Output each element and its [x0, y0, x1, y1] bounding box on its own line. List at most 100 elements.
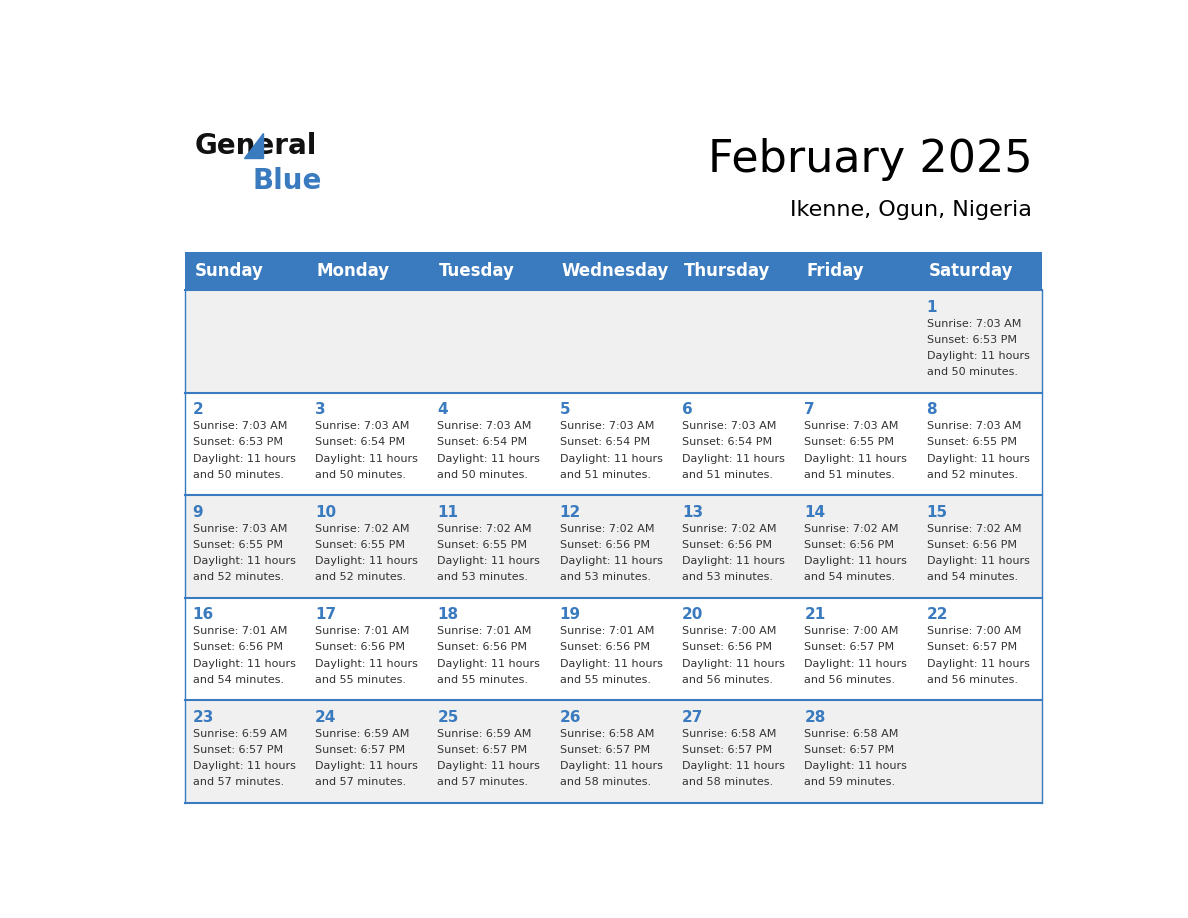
Text: and 52 minutes.: and 52 minutes.	[927, 470, 1018, 480]
Text: 8: 8	[927, 402, 937, 417]
Text: 26: 26	[560, 710, 581, 724]
Text: Sunset: 6:53 PM: Sunset: 6:53 PM	[192, 438, 283, 447]
Text: 10: 10	[315, 505, 336, 520]
Text: Daylight: 11 hours: Daylight: 11 hours	[437, 659, 541, 668]
Text: and 51 minutes.: and 51 minutes.	[560, 470, 651, 480]
Text: Sunset: 6:54 PM: Sunset: 6:54 PM	[437, 438, 527, 447]
Text: Sunrise: 7:02 AM: Sunrise: 7:02 AM	[927, 523, 1022, 533]
Text: 18: 18	[437, 607, 459, 622]
Bar	[185, 700, 1042, 803]
Text: Sunday: Sunday	[195, 262, 264, 280]
Text: Sunrise: 7:03 AM: Sunrise: 7:03 AM	[682, 421, 776, 431]
Text: and 55 minutes.: and 55 minutes.	[437, 675, 529, 685]
Text: 2: 2	[192, 402, 203, 417]
Text: Sunset: 6:57 PM: Sunset: 6:57 PM	[804, 643, 895, 653]
Text: and 51 minutes.: and 51 minutes.	[682, 470, 773, 480]
Text: Sunset: 6:53 PM: Sunset: 6:53 PM	[927, 335, 1017, 345]
Text: and 56 minutes.: and 56 minutes.	[927, 675, 1018, 685]
Text: Sunrise: 7:00 AM: Sunrise: 7:00 AM	[804, 626, 898, 636]
Text: 20: 20	[682, 607, 703, 622]
Text: 25: 25	[437, 710, 459, 724]
Text: and 51 minutes.: and 51 minutes.	[804, 470, 896, 480]
Text: and 57 minutes.: and 57 minutes.	[437, 778, 529, 788]
Text: and 53 minutes.: and 53 minutes.	[560, 573, 651, 582]
Text: 19: 19	[560, 607, 581, 622]
Text: 6: 6	[682, 402, 693, 417]
Text: Blue: Blue	[253, 167, 322, 195]
Text: Tuesday: Tuesday	[440, 262, 516, 280]
Text: Daylight: 11 hours: Daylight: 11 hours	[315, 453, 418, 464]
Text: and 52 minutes.: and 52 minutes.	[315, 573, 406, 582]
Text: Sunset: 6:56 PM: Sunset: 6:56 PM	[192, 643, 283, 653]
Text: Daylight: 11 hours: Daylight: 11 hours	[560, 556, 663, 566]
Text: February 2025: February 2025	[708, 138, 1032, 181]
Text: and 50 minutes.: and 50 minutes.	[927, 367, 1018, 377]
Text: Sunset: 6:55 PM: Sunset: 6:55 PM	[192, 540, 283, 550]
Text: Sunset: 6:57 PM: Sunset: 6:57 PM	[927, 643, 1017, 653]
Text: Daylight: 11 hours: Daylight: 11 hours	[804, 556, 908, 566]
Text: Daylight: 11 hours: Daylight: 11 hours	[927, 352, 1030, 361]
Text: Daylight: 11 hours: Daylight: 11 hours	[192, 659, 296, 668]
Text: 7: 7	[804, 402, 815, 417]
Text: and 54 minutes.: and 54 minutes.	[804, 573, 896, 582]
Text: Sunset: 6:57 PM: Sunset: 6:57 PM	[437, 744, 527, 755]
Text: Wednesday: Wednesday	[562, 262, 669, 280]
Text: 12: 12	[560, 505, 581, 520]
Text: Sunset: 6:56 PM: Sunset: 6:56 PM	[560, 643, 650, 653]
Bar	[185, 393, 1042, 496]
Text: 22: 22	[927, 607, 948, 622]
Text: Sunrise: 6:58 AM: Sunrise: 6:58 AM	[804, 729, 898, 739]
Text: and 50 minutes.: and 50 minutes.	[192, 470, 284, 480]
Text: Sunrise: 7:03 AM: Sunrise: 7:03 AM	[927, 319, 1020, 329]
Text: 4: 4	[437, 402, 448, 417]
Text: 24: 24	[315, 710, 336, 724]
Text: Sunrise: 6:58 AM: Sunrise: 6:58 AM	[560, 729, 655, 739]
Text: Sunrise: 7:02 AM: Sunrise: 7:02 AM	[804, 523, 899, 533]
Text: 15: 15	[927, 505, 948, 520]
Text: and 57 minutes.: and 57 minutes.	[192, 778, 284, 788]
Text: Daylight: 11 hours: Daylight: 11 hours	[560, 761, 663, 771]
Text: and 52 minutes.: and 52 minutes.	[192, 573, 284, 582]
Text: and 54 minutes.: and 54 minutes.	[192, 675, 284, 685]
Text: 3: 3	[315, 402, 326, 417]
Text: 1: 1	[927, 299, 937, 315]
Text: Daylight: 11 hours: Daylight: 11 hours	[682, 761, 785, 771]
Text: Sunset: 6:55 PM: Sunset: 6:55 PM	[804, 438, 895, 447]
Text: General: General	[195, 131, 317, 160]
Text: and 53 minutes.: and 53 minutes.	[437, 573, 529, 582]
Text: 17: 17	[315, 607, 336, 622]
Text: Sunset: 6:57 PM: Sunset: 6:57 PM	[560, 744, 650, 755]
Text: Daylight: 11 hours: Daylight: 11 hours	[192, 453, 296, 464]
Text: Sunrise: 7:02 AM: Sunrise: 7:02 AM	[560, 523, 655, 533]
Text: and 59 minutes.: and 59 minutes.	[804, 778, 896, 788]
Bar	[185, 290, 1042, 393]
Text: Sunrise: 7:01 AM: Sunrise: 7:01 AM	[560, 626, 655, 636]
Text: Sunrise: 7:02 AM: Sunrise: 7:02 AM	[315, 523, 410, 533]
Text: Sunset: 6:56 PM: Sunset: 6:56 PM	[927, 540, 1017, 550]
Text: Sunrise: 6:59 AM: Sunrise: 6:59 AM	[437, 729, 532, 739]
Text: and 56 minutes.: and 56 minutes.	[682, 675, 773, 685]
Polygon shape	[245, 133, 263, 158]
Text: Daylight: 11 hours: Daylight: 11 hours	[682, 453, 785, 464]
Text: Sunset: 6:55 PM: Sunset: 6:55 PM	[927, 438, 1017, 447]
Text: 13: 13	[682, 505, 703, 520]
Text: Sunset: 6:55 PM: Sunset: 6:55 PM	[315, 540, 405, 550]
Text: and 56 minutes.: and 56 minutes.	[804, 675, 896, 685]
Text: Sunset: 6:57 PM: Sunset: 6:57 PM	[315, 744, 405, 755]
Text: Saturday: Saturday	[929, 262, 1013, 280]
Text: and 55 minutes.: and 55 minutes.	[315, 675, 406, 685]
Text: Daylight: 11 hours: Daylight: 11 hours	[927, 556, 1030, 566]
Text: and 50 minutes.: and 50 minutes.	[437, 470, 529, 480]
Text: Sunrise: 7:03 AM: Sunrise: 7:03 AM	[192, 421, 287, 431]
Text: Sunset: 6:56 PM: Sunset: 6:56 PM	[682, 643, 772, 653]
Text: Daylight: 11 hours: Daylight: 11 hours	[927, 453, 1030, 464]
Text: 27: 27	[682, 710, 703, 724]
Text: Sunset: 6:56 PM: Sunset: 6:56 PM	[437, 643, 527, 653]
Text: Sunrise: 7:03 AM: Sunrise: 7:03 AM	[315, 421, 410, 431]
Text: Ikenne, Ogun, Nigeria: Ikenne, Ogun, Nigeria	[790, 200, 1032, 219]
Text: Sunrise: 7:01 AM: Sunrise: 7:01 AM	[315, 626, 410, 636]
Text: Daylight: 11 hours: Daylight: 11 hours	[682, 556, 785, 566]
Text: Daylight: 11 hours: Daylight: 11 hours	[192, 556, 296, 566]
Text: and 58 minutes.: and 58 minutes.	[682, 778, 773, 788]
Text: Sunrise: 7:02 AM: Sunrise: 7:02 AM	[437, 523, 532, 533]
